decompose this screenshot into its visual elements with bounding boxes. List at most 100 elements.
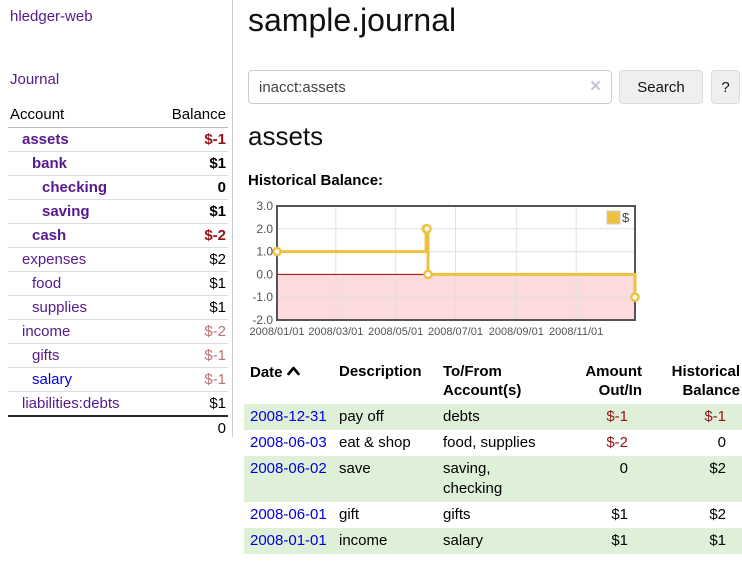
account-row: assets $-1 (8, 128, 228, 152)
account-row: expenses $2 (8, 247, 228, 272)
account-balance: $-1 (152, 343, 228, 368)
register-header-date[interactable]: Date (244, 360, 339, 404)
accounts-total-value: 0 (152, 415, 228, 440)
transaction-amount: $-1 (606, 408, 628, 425)
account-row: salary $-1 (8, 367, 228, 392)
svg-text:$: $ (622, 210, 630, 225)
svg-text:2008/07/01: 2008/07/01 (428, 326, 483, 338)
account-link-saving[interactable]: saving (42, 203, 90, 220)
account-balance: $1 (152, 295, 228, 320)
transaction-date-link[interactable]: 2008-12-31 (250, 408, 327, 425)
account-row: food $1 (8, 271, 228, 296)
app-title-link[interactable]: hledger-web (10, 8, 93, 25)
transaction-historical-balance: 0 (717, 434, 726, 451)
transaction-row: 2008-06-03 eat & shop food, supplies $-2 0 (244, 430, 742, 456)
sidebar-item-journal[interactable]: Journal (10, 71, 60, 88)
account-balance: $-2 (152, 319, 228, 344)
transaction-row: 2008-01-01 income salary $1 $1 (244, 528, 742, 554)
transaction-date-link[interactable]: 2008-06-02 (250, 460, 327, 477)
account-row: liabilities:debts $1 (8, 391, 228, 416)
svg-text:2008/03/01: 2008/03/01 (308, 326, 363, 338)
transaction-date-link[interactable]: 2008-06-01 (250, 506, 327, 523)
spacer (8, 415, 153, 440)
account-balance: $-1 (152, 367, 228, 392)
account-balance: $1 (152, 391, 228, 416)
account-row: income $-2 (8, 319, 228, 344)
account-link-checking[interactable]: checking (42, 179, 108, 196)
transaction-historical-balance: $1 (709, 532, 726, 549)
search-input[interactable] (248, 70, 612, 104)
account-balance: $-1 (204, 131, 226, 148)
main-content: sample.journal × Search ? assets Histori… (244, 0, 742, 582)
account-link-liabilities-debts[interactable]: liabilities:debts (22, 395, 120, 412)
transaction-historical-balance: $2 (709, 506, 726, 523)
account-link-income[interactable]: income (22, 323, 71, 340)
account-link-expenses[interactable]: expenses (22, 251, 87, 268)
transaction-accounts: food, supplies (443, 434, 536, 451)
svg-text:2008/11/01: 2008/11/01 (549, 326, 603, 338)
svg-text:2008/01/01: 2008/01/01 (249, 326, 304, 338)
account-row: saving $1 (8, 199, 228, 224)
svg-text:0.0: 0.0 (256, 267, 273, 281)
historical-balance-chart: $3.0 2.0 1.0 0.0 -1.0 -2.0 2008/01/01 2008/03/0… (248, 199, 668, 355)
account-row: bank $1 (8, 151, 228, 176)
accounts-header-account: Account (8, 103, 153, 128)
account-link-supplies[interactable]: supplies (32, 299, 88, 316)
transaction-row: 2008-06-02 save saving, checking 0 $2 (244, 456, 742, 502)
transaction-amount: $-2 (606, 434, 628, 451)
svg-text:-2.0: -2.0 (252, 313, 273, 327)
register-header-description: Description (339, 363, 422, 380)
transaction-accounts: salary (443, 532, 484, 549)
account-link-food[interactable]: food (32, 275, 62, 292)
transaction-row: 2008-12-31 pay off debts $-1 $-1 (244, 404, 742, 430)
transaction-amount: $1 (611, 532, 628, 549)
transaction-historical-balance: $2 (709, 460, 726, 477)
transaction-accounts: debts (443, 408, 480, 425)
accounts-total-row: 0 (8, 415, 228, 440)
sort-ascending-icon (286, 362, 300, 381)
account-row: supplies $1 (8, 295, 228, 320)
account-link-gifts[interactable]: gifts (32, 347, 60, 364)
transaction-historical-balance: $-1 (704, 408, 726, 425)
account-balance: 0 (152, 175, 228, 200)
svg-text:-1.0: -1.0 (252, 290, 273, 304)
svg-text:1.0: 1.0 (256, 245, 273, 259)
transaction-row: 2008-06-01 gift gifts $1 $2 (244, 502, 742, 528)
account-row: gifts $-1 (8, 343, 228, 368)
account-balance: $1 (152, 271, 228, 296)
account-link-bank[interactable]: bank (32, 155, 68, 172)
svg-text:2008/09/01: 2008/09/01 (489, 326, 544, 338)
register-section: Date Description To/From Account(s) Amou… (244, 360, 742, 554)
transactions-table: Date Description To/From Account(s) Amou… (244, 360, 742, 554)
page-title: sample.journal (248, 2, 457, 38)
chart-title: Historical Balance: (248, 172, 384, 189)
register-header-historical: Historical Balance (671, 363, 740, 399)
transaction-description: save (339, 460, 371, 477)
account-link-salary[interactable]: salary (32, 371, 73, 388)
transaction-amount: 0 (619, 460, 628, 477)
search-button[interactable]: Search (619, 70, 703, 104)
svg-text:3.0: 3.0 (256, 200, 273, 213)
account-link-assets[interactable]: assets (22, 131, 69, 148)
accounts-balance-table: Account Balance assets $-1 bank $1 checking 0… (8, 103, 228, 440)
account-row: cash $-2 (8, 223, 228, 248)
clear-search-icon[interactable]: × (590, 76, 602, 97)
search-bar: × Search ? (248, 70, 742, 104)
svg-text:2008/05/01: 2008/05/01 (368, 326, 423, 338)
account-balance: $1 (152, 199, 228, 224)
account-balance: $2 (152, 247, 228, 272)
register-header-amount: Amount Out/In (585, 363, 642, 399)
transaction-amount: $1 (611, 506, 628, 523)
help-button[interactable]: ? (711, 70, 740, 104)
account-link-cash[interactable]: cash (32, 227, 67, 244)
svg-text:2.0: 2.0 (256, 222, 273, 236)
transaction-description: pay off (339, 408, 384, 425)
transaction-accounts: saving, checking (443, 460, 503, 497)
transaction-description: gift (339, 506, 360, 523)
transaction-date-link[interactable]: 2008-01-01 (250, 532, 327, 549)
transaction-accounts: gifts (443, 506, 471, 523)
account-section-heading: assets (248, 121, 324, 151)
transaction-description: income (339, 532, 388, 549)
transaction-date-link[interactable]: 2008-06-03 (250, 434, 327, 451)
